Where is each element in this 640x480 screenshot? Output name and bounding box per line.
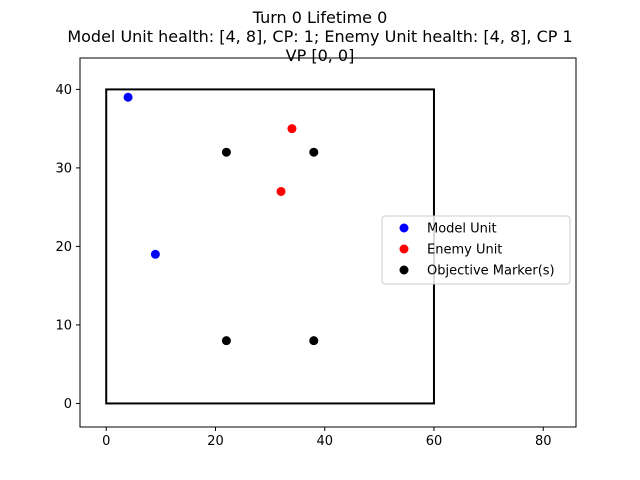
y-tick-label-0: 0	[64, 397, 72, 412]
legend: Model Unit Enemy Unit Objective Marker(s)	[381, 215, 571, 285]
axes-frame	[79, 57, 577, 428]
points-layer	[123, 92, 319, 346]
legend-marker-0	[399, 223, 409, 233]
chart-title: Turn 0 Lifetime 0 Model Unit health: [4,…	[0, 8, 640, 65]
y-tick-label-4: 40	[55, 83, 72, 98]
x-tick-label-2: 40	[316, 434, 333, 449]
legend-label-1: Enemy Unit	[427, 243, 502, 258]
x-tick-label-3: 60	[426, 434, 443, 449]
x-tick-label-0: 0	[102, 434, 110, 449]
title-line-1: Turn 0 Lifetime 0	[252, 8, 388, 27]
point-series2-1	[309, 147, 319, 157]
legend-label-2: Objective Marker(s)	[427, 264, 555, 279]
point-series0-1	[150, 249, 160, 259]
legend-label-0: Model Unit	[427, 222, 497, 237]
point-series0-0	[123, 92, 133, 102]
x-tick-label-4: 80	[535, 434, 552, 449]
point-series1-1	[276, 186, 286, 196]
legend-marker-2	[399, 265, 409, 275]
y-tick-label-3: 30	[55, 161, 72, 176]
title-line-2: Model Unit health: [4, 8], CP: 1; Enemy …	[67, 27, 573, 46]
legend-box	[381, 215, 571, 285]
point-series2-2	[221, 336, 231, 346]
point-series2-0	[221, 147, 231, 157]
legend-marker-1	[399, 244, 409, 254]
axes-layer: 0 20 40 60 80 0 10 20 30 40	[55, 57, 577, 449]
point-series2-3	[309, 336, 319, 346]
y-tick-label-1: 10	[55, 318, 72, 333]
x-tick-label-1: 20	[207, 434, 224, 449]
title-line-3: VP [0, 0]	[285, 46, 355, 65]
point-series1-0	[287, 124, 297, 134]
y-tick-label-2: 20	[55, 240, 72, 255]
